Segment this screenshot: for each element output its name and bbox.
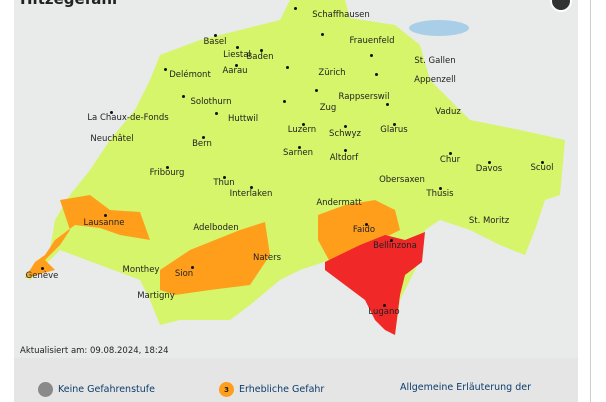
city-label: Interlaken xyxy=(229,189,273,199)
city-dot xyxy=(321,33,324,36)
city-label: Chur xyxy=(439,155,461,165)
city-label: Vaduz xyxy=(435,107,461,117)
city-label: Fribourg xyxy=(149,168,185,178)
city-label: Obersaxen xyxy=(379,175,425,185)
city-label: Sarnen xyxy=(283,148,313,158)
region-level3 xyxy=(25,195,150,278)
city-dot xyxy=(104,214,107,217)
city-label: Genève xyxy=(25,271,59,281)
map-title: Hitzegefahr xyxy=(20,0,119,8)
scrollbar[interactable] xyxy=(590,0,591,402)
city-dot xyxy=(166,166,169,169)
city-label: Zug xyxy=(319,103,337,113)
city-label: Glarus xyxy=(380,125,408,135)
link-text: Allgemeine Erläuterung der xyxy=(400,382,532,393)
city-label: Schwyz xyxy=(329,129,361,139)
city-dot xyxy=(214,34,217,37)
city-dot xyxy=(488,161,491,164)
city-label: Thusis xyxy=(426,189,454,199)
city-dot xyxy=(283,100,286,103)
city-label: Thun xyxy=(213,178,235,188)
city-dot xyxy=(223,176,226,179)
city-label: Basel xyxy=(203,37,227,47)
city-label: St. Moritz xyxy=(468,216,510,226)
city-dot xyxy=(250,186,253,189)
city-label: Lugano xyxy=(368,307,400,317)
city-label: Faido xyxy=(352,225,376,235)
city-dot xyxy=(390,239,393,242)
city-label: Altdorf xyxy=(329,153,359,163)
updated-timestamp: Aktualisiert am: 09.08.2024, 18:24 xyxy=(20,346,169,356)
city-dot xyxy=(302,123,305,126)
city-dot xyxy=(449,152,452,155)
city-dot xyxy=(182,95,185,98)
orange-circle-icon: 3 xyxy=(219,382,234,397)
city-dot xyxy=(541,161,544,164)
city-label: Aarau xyxy=(222,66,248,76)
legend-item-none[interactable]: Keine Gefahrenstufe xyxy=(38,382,155,397)
legend-item-level3[interactable]: 3 Erhebliche Gefahr xyxy=(219,382,324,397)
city-dot xyxy=(191,266,194,269)
city-dot xyxy=(439,187,442,190)
city-label: Luzern xyxy=(287,125,317,135)
hazard-map[interactable]: Hitzegefahr Schaffhausen Basel Liestal Frau… xyxy=(14,0,578,358)
city-label: La Chaux-de-Fonds xyxy=(87,113,169,123)
city-dot xyxy=(164,68,167,71)
region-level4 xyxy=(325,232,425,335)
city-label: Monthey xyxy=(122,265,160,275)
city-label: Frauenfeld xyxy=(349,36,395,46)
city-dot xyxy=(365,223,368,226)
city-dot xyxy=(236,46,239,49)
legend-label: Keine Gefahrenstufe xyxy=(58,384,155,395)
city-dot xyxy=(41,267,44,270)
city-label: Schaffhausen xyxy=(312,10,370,20)
city-label: Delémont xyxy=(169,70,211,80)
city-label: Adelboden xyxy=(193,223,239,233)
explanation-link[interactable]: Allgemeine Erläuterung der xyxy=(400,382,531,393)
city-dot xyxy=(383,304,386,307)
city-label: Solothurn xyxy=(190,97,232,107)
city-label: Rappserswil xyxy=(338,92,390,102)
city-dot xyxy=(298,146,301,149)
city-label: Bern xyxy=(192,139,212,149)
city-label: Zürich xyxy=(318,68,346,78)
city-dot xyxy=(235,64,238,67)
legend: Keine Gefahrenstufe 3 Erhebliche Gefahr … xyxy=(14,358,578,402)
city-label: Bellinzona xyxy=(373,241,417,251)
city-label: Huttwil xyxy=(227,114,259,124)
legend-label: Erhebliche Gefahr xyxy=(239,384,325,395)
city-label: Naters xyxy=(252,253,282,263)
city-dot xyxy=(260,49,263,52)
city-label: Baden xyxy=(246,52,274,62)
city-dot xyxy=(370,54,373,57)
city-label: Martigny xyxy=(137,291,175,301)
city-label: Appenzell xyxy=(414,75,456,85)
city-dot xyxy=(202,136,205,139)
city-dot xyxy=(386,103,389,106)
city-dot xyxy=(215,112,218,115)
city-label: Lausanne xyxy=(83,218,125,228)
city-dot xyxy=(393,123,396,126)
city-dot xyxy=(344,149,347,152)
region-level3 xyxy=(160,222,270,295)
city-dot xyxy=(294,7,297,10)
city-label: Liestal xyxy=(223,50,251,60)
city-dot xyxy=(315,89,318,92)
city-dot xyxy=(110,111,113,114)
city-label: Davos xyxy=(475,164,503,174)
city-label: Scuol xyxy=(530,163,554,173)
grey-circle-icon xyxy=(38,382,53,397)
city-dot xyxy=(344,125,347,128)
city-label: Andermatt xyxy=(316,198,362,208)
city-label: Sion xyxy=(174,269,194,279)
city-label: St. Gallen xyxy=(414,56,456,66)
city-label: Neuchâtel xyxy=(90,134,134,144)
city-dot xyxy=(375,73,378,76)
city-dot xyxy=(286,66,289,69)
region-level3 xyxy=(318,200,400,262)
region-level1 xyxy=(25,0,565,335)
